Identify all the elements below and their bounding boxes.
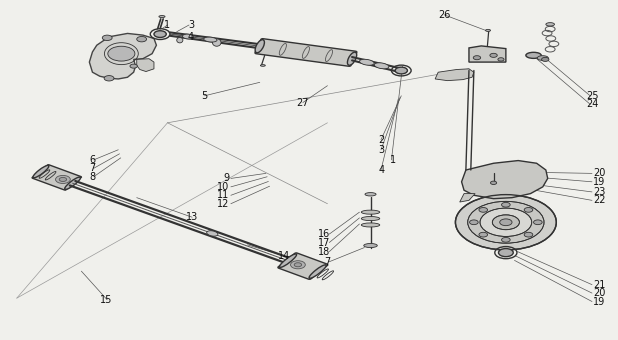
Circle shape — [59, 177, 67, 182]
Ellipse shape — [159, 16, 165, 18]
Ellipse shape — [537, 56, 548, 61]
Polygon shape — [469, 46, 506, 62]
Circle shape — [533, 220, 542, 225]
Polygon shape — [462, 160, 548, 199]
Text: 20: 20 — [593, 168, 606, 179]
Text: 22: 22 — [593, 195, 606, 205]
Text: 6: 6 — [90, 155, 96, 165]
Circle shape — [290, 261, 305, 269]
Circle shape — [130, 64, 137, 68]
Ellipse shape — [65, 177, 80, 189]
Ellipse shape — [204, 37, 217, 42]
Text: 18: 18 — [318, 246, 331, 257]
Ellipse shape — [526, 52, 541, 58]
Text: 14: 14 — [278, 251, 290, 261]
Polygon shape — [460, 193, 475, 202]
Circle shape — [468, 201, 544, 243]
Text: 16: 16 — [318, 229, 331, 239]
Circle shape — [479, 207, 488, 212]
Ellipse shape — [255, 40, 265, 53]
Text: 3: 3 — [379, 145, 384, 155]
Ellipse shape — [177, 37, 183, 43]
Circle shape — [103, 35, 112, 40]
Ellipse shape — [362, 210, 379, 214]
Text: 1: 1 — [164, 20, 171, 30]
Text: 13: 13 — [186, 212, 198, 222]
Circle shape — [524, 207, 533, 212]
Circle shape — [502, 237, 510, 242]
Circle shape — [395, 67, 407, 74]
Ellipse shape — [486, 29, 491, 31]
Circle shape — [500, 219, 512, 226]
Circle shape — [491, 181, 497, 185]
Circle shape — [524, 232, 533, 237]
Ellipse shape — [375, 63, 389, 69]
Ellipse shape — [213, 39, 221, 46]
Text: 23: 23 — [593, 187, 606, 197]
Circle shape — [154, 31, 166, 37]
FancyBboxPatch shape — [255, 39, 357, 66]
Text: 19: 19 — [593, 296, 606, 307]
Text: 10: 10 — [217, 182, 229, 192]
Circle shape — [56, 175, 70, 184]
Text: 4: 4 — [379, 165, 384, 175]
Circle shape — [499, 249, 514, 257]
Ellipse shape — [33, 165, 49, 178]
Text: 9: 9 — [223, 173, 229, 184]
Text: 4: 4 — [188, 32, 194, 42]
Circle shape — [104, 75, 114, 81]
FancyBboxPatch shape — [278, 253, 328, 279]
Polygon shape — [90, 33, 156, 79]
Text: 7: 7 — [90, 163, 96, 173]
Text: 3: 3 — [188, 20, 194, 30]
Text: 12: 12 — [217, 199, 229, 209]
Ellipse shape — [362, 223, 379, 227]
Ellipse shape — [206, 231, 218, 236]
Ellipse shape — [260, 65, 265, 66]
Text: 20: 20 — [593, 288, 606, 298]
Ellipse shape — [309, 265, 326, 278]
Circle shape — [473, 56, 481, 60]
Ellipse shape — [360, 59, 374, 65]
Text: 11: 11 — [217, 190, 229, 200]
Text: 15: 15 — [99, 295, 112, 305]
Text: 21: 21 — [593, 280, 606, 290]
Text: 7: 7 — [324, 257, 331, 267]
Circle shape — [490, 53, 497, 57]
Circle shape — [479, 232, 488, 237]
Polygon shape — [137, 59, 154, 71]
Ellipse shape — [546, 23, 554, 26]
Ellipse shape — [279, 254, 297, 268]
Ellipse shape — [365, 192, 376, 196]
Ellipse shape — [364, 243, 378, 248]
Circle shape — [541, 57, 549, 62]
Text: 17: 17 — [318, 238, 331, 248]
Text: 19: 19 — [593, 177, 606, 187]
Ellipse shape — [362, 217, 379, 221]
Circle shape — [294, 263, 302, 267]
Polygon shape — [435, 69, 474, 81]
Text: 8: 8 — [90, 172, 96, 182]
Circle shape — [498, 58, 504, 61]
Ellipse shape — [347, 52, 357, 65]
Text: 2: 2 — [378, 135, 385, 144]
Circle shape — [502, 202, 510, 207]
Text: 26: 26 — [438, 10, 451, 20]
Circle shape — [455, 194, 556, 250]
Circle shape — [108, 46, 135, 61]
Circle shape — [470, 220, 478, 225]
Circle shape — [480, 208, 531, 236]
Text: 24: 24 — [586, 99, 598, 109]
Text: 27: 27 — [297, 98, 309, 107]
Text: 1: 1 — [389, 155, 396, 165]
Text: 25: 25 — [586, 91, 598, 101]
Circle shape — [493, 215, 519, 230]
Text: 5: 5 — [201, 91, 208, 101]
Ellipse shape — [182, 34, 193, 39]
Circle shape — [137, 36, 146, 42]
FancyBboxPatch shape — [32, 165, 82, 190]
